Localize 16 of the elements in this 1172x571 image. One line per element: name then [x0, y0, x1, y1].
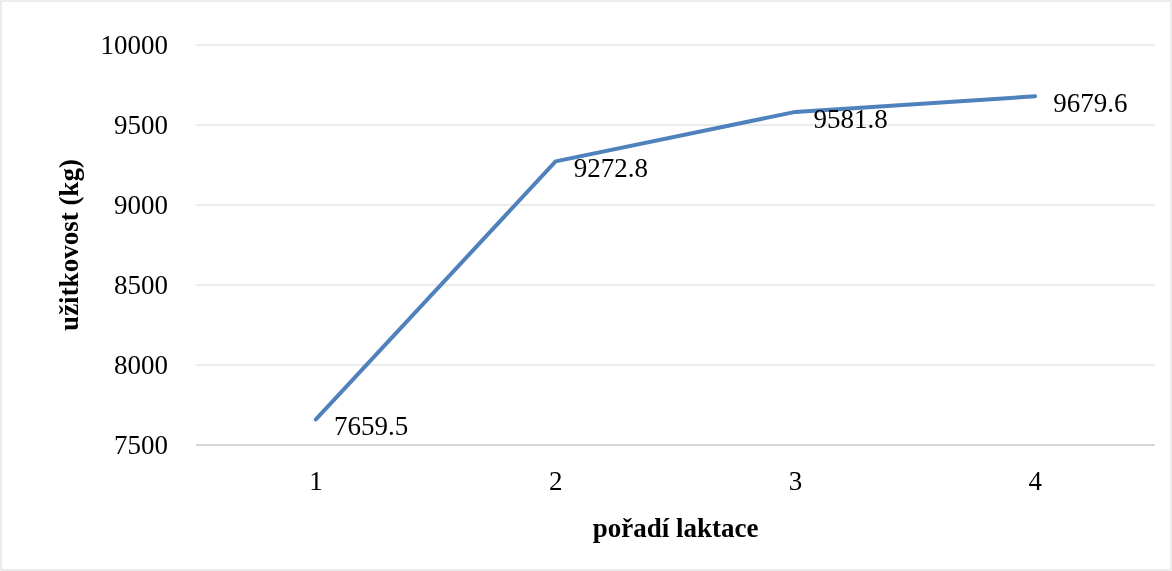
- y-tick-label: 8000: [114, 350, 168, 381]
- y-tick-label: 8500: [114, 270, 168, 301]
- data-label: 9679.6: [1053, 88, 1128, 119]
- x-tick-label: 2: [548, 466, 563, 496]
- data-label: 9272.8: [573, 153, 648, 184]
- data-label: 9581.8: [813, 103, 888, 134]
- x-tick-label: 1: [309, 466, 323, 496]
- y-tick-label: 9000: [114, 190, 168, 221]
- x-axis-title: pořadí laktace: [592, 513, 759, 543]
- data-label: 7659.5: [333, 411, 409, 442]
- y-tick-label: 9500: [114, 110, 168, 141]
- x-tick-label: 4: [1028, 466, 1043, 496]
- x-tick-label: 3: [788, 466, 803, 496]
- y-tick-label: 7500: [114, 430, 168, 461]
- y-tick-label: 10000: [100, 30, 168, 61]
- y-axis-title: užitkovost (kg): [54, 159, 84, 331]
